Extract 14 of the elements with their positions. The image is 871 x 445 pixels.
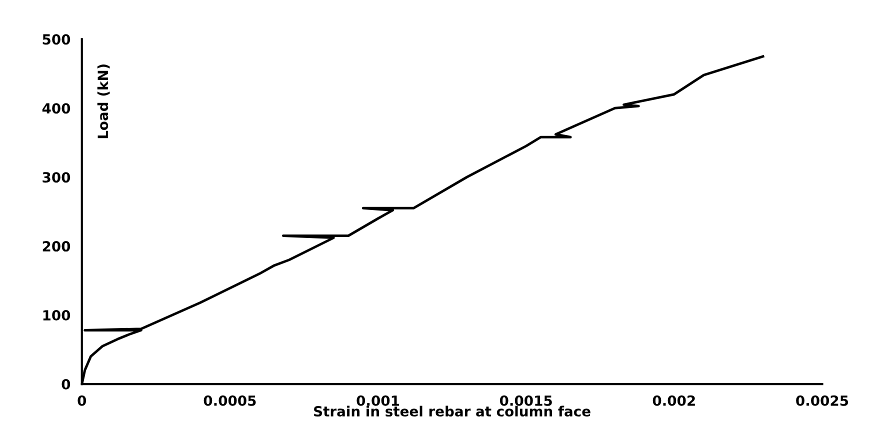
x-tick-label: 0.002 (652, 395, 695, 406)
x-tick-label: 0.0005 (204, 395, 256, 406)
x-tick-label: 0.0025 (796, 395, 848, 406)
y-axis-title: Load (kN) (97, 64, 110, 138)
y-tick-label: 400 (42, 103, 70, 114)
y-tick-label: 200 (42, 241, 70, 252)
x-axis-title: Strain in steel rebar at column face (314, 406, 590, 417)
x-tick-label: 0.0015 (500, 395, 552, 406)
y-tick-label: 500 (42, 34, 70, 45)
y-tick-label: 100 (43, 310, 70, 321)
x-tick-label: 0.001 (356, 395, 400, 406)
x-tick-label: 0 (78, 395, 86, 406)
y-tick-label: 300 (42, 172, 70, 183)
y-tick-label: 0 (62, 379, 70, 390)
